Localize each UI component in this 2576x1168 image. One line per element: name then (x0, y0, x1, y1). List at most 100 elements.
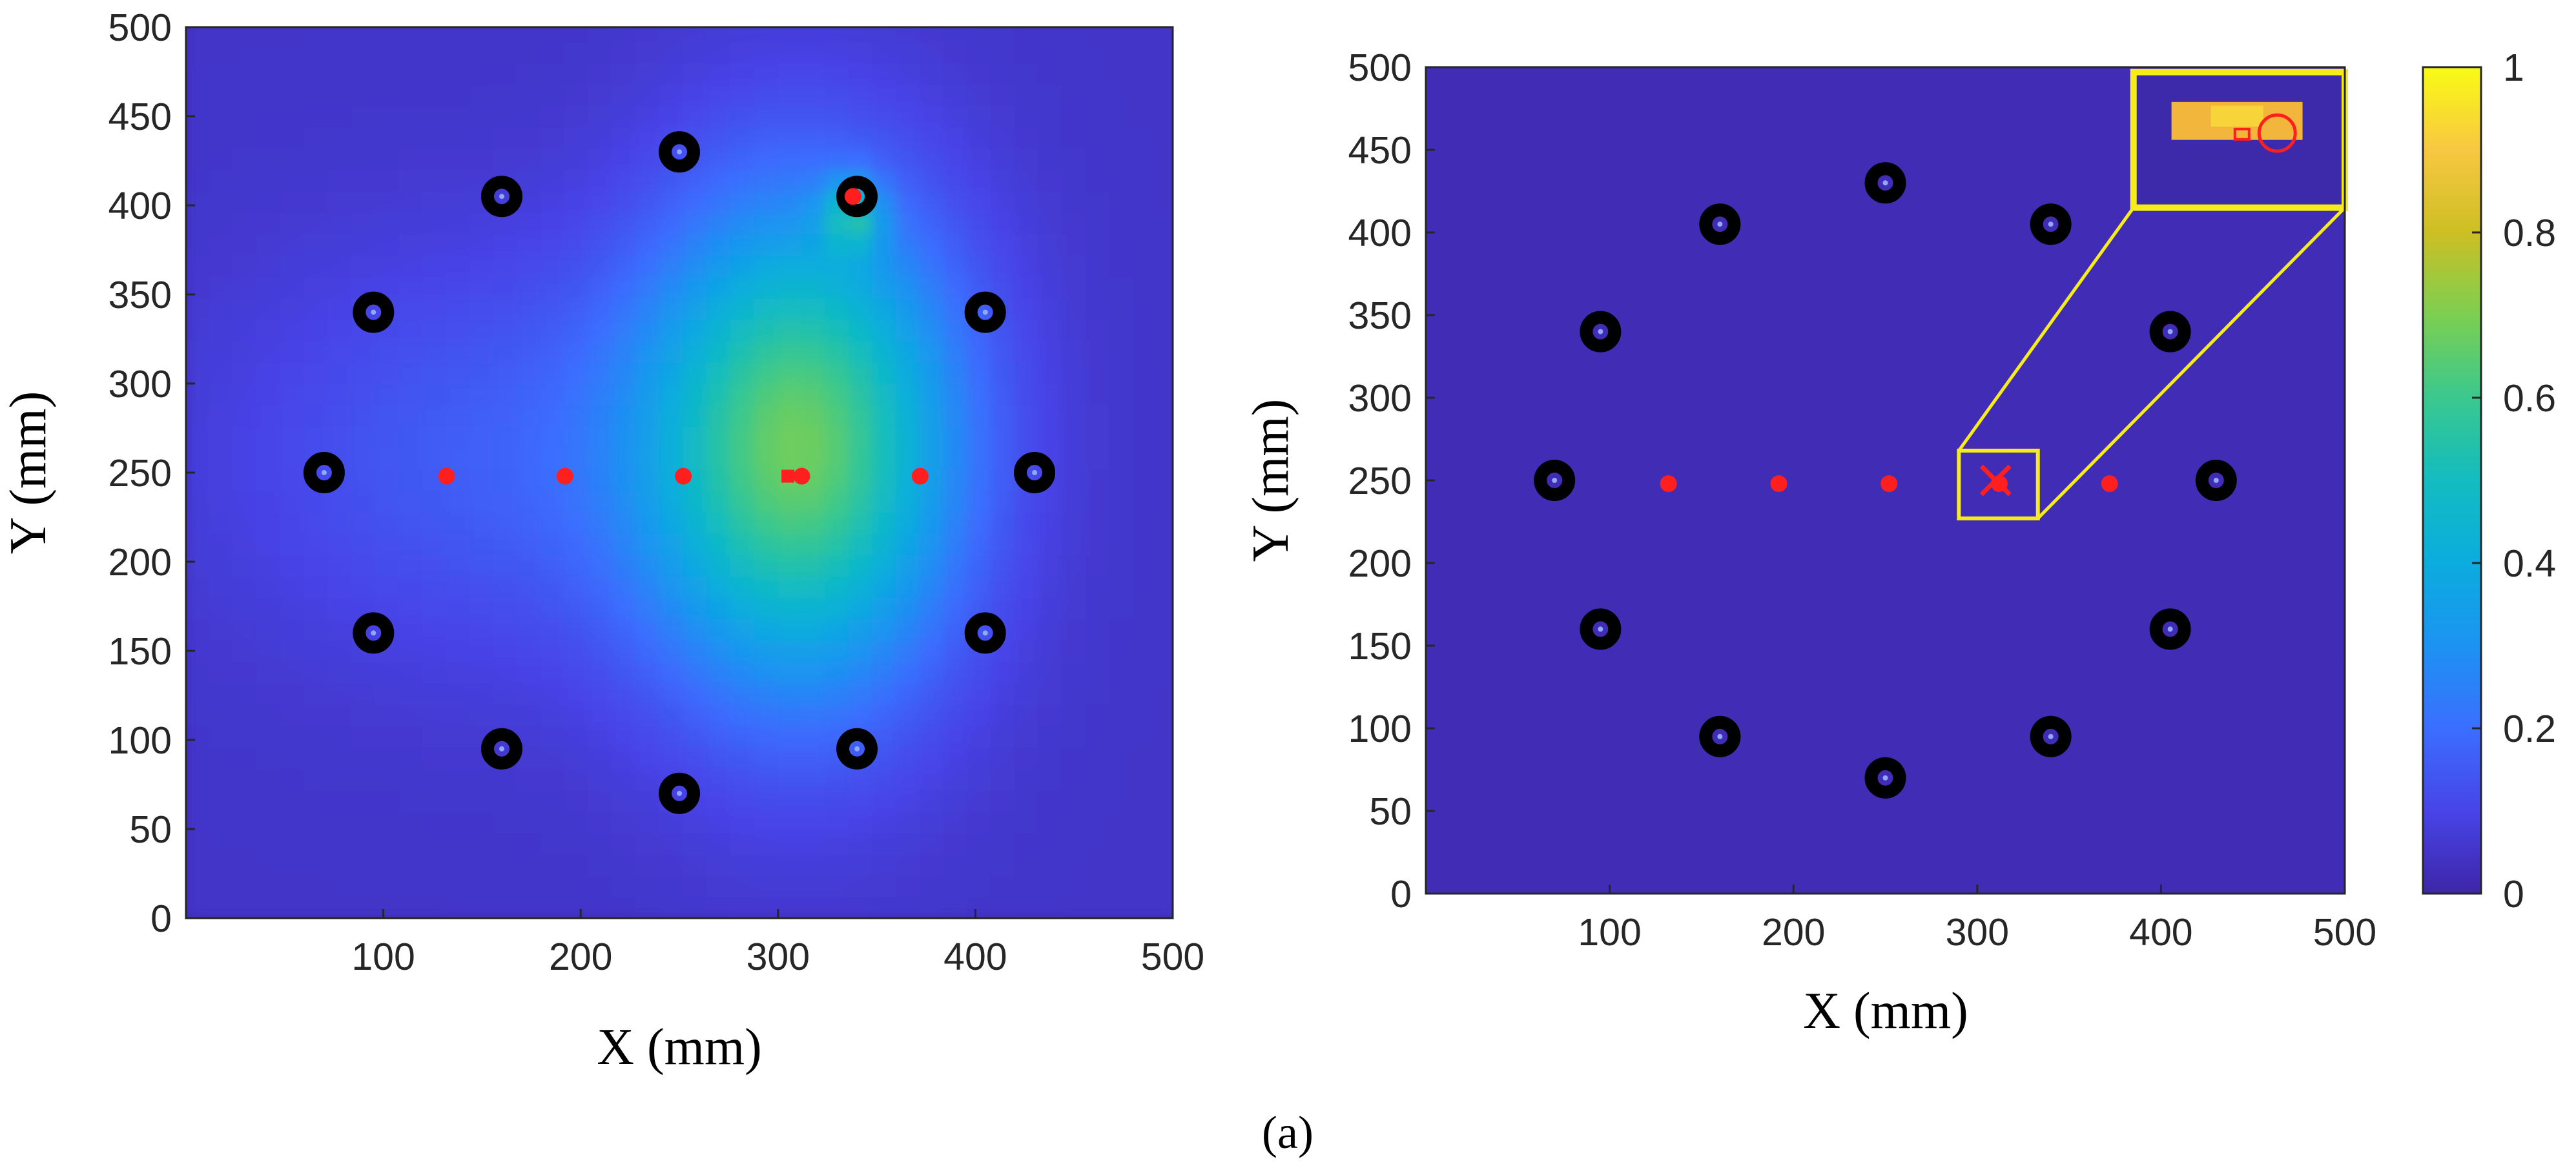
heatmap-cell (825, 618, 850, 641)
heatmap-cell (1109, 83, 1134, 107)
heatmap-cell (1132, 575, 1158, 599)
heatmap-cell (848, 789, 874, 812)
heatmap-cell (398, 276, 424, 299)
heatmap-cell (612, 212, 637, 235)
heatmap-cell (754, 425, 779, 449)
heatmap-cell (801, 383, 827, 406)
heatmap-cell (375, 62, 400, 85)
heatmap-cell (730, 147, 756, 170)
heatmap-cell (1156, 618, 1173, 641)
heatmap-cell (1085, 361, 1111, 384)
heatmap-cell (1156, 661, 1173, 684)
heatmap-cell (422, 553, 448, 577)
heatmap-cell (896, 746, 921, 770)
heatmap-cell (706, 853, 732, 876)
heatmap-cell (1609, 562, 1647, 597)
heatmap-cell (706, 597, 732, 620)
heatmap-cell (943, 147, 969, 170)
heatmap-cell (2271, 728, 2309, 763)
heatmap-cell (1132, 233, 1158, 256)
heatmap-cell (232, 212, 258, 235)
sensor-center (2048, 733, 2054, 739)
heatmap-cell (659, 832, 685, 855)
heatmap-cell (777, 147, 803, 170)
heatmap-cell (1939, 132, 1978, 167)
heatmap-cell (327, 768, 353, 791)
y-tick-label: 350 (108, 274, 172, 316)
heatmap-cell (825, 832, 850, 855)
heatmap-cell (612, 618, 637, 641)
heatmap-cell (943, 254, 969, 278)
heatmap-cell (541, 147, 566, 170)
heatmap-cell (1645, 430, 1684, 465)
heatmap-cell (327, 62, 353, 85)
heatmap-cell (801, 276, 827, 299)
heatmap-cell (1756, 198, 1795, 233)
heatmap-cell (1132, 276, 1158, 299)
heatmap-cell (327, 746, 353, 770)
heatmap-cell (209, 404, 234, 427)
heatmap-cell (683, 896, 708, 918)
heatmap-cell (706, 27, 732, 43)
heatmap-cell (848, 41, 874, 64)
heatmap-cell (493, 703, 519, 726)
heatmap-cell (730, 768, 756, 791)
sensor-center (982, 309, 988, 315)
heatmap-cell (1461, 198, 1500, 233)
heatmap-cell (446, 489, 471, 513)
heatmap-cell (777, 169, 803, 192)
heatmap-cell (1085, 553, 1111, 577)
heatmap-cell (1939, 859, 1978, 894)
heatmap-cell (1109, 618, 1134, 641)
heatmap-cell (256, 190, 282, 214)
heatmap-cell (754, 896, 779, 918)
heatmap-cell (1756, 728, 1795, 763)
heatmap-cell (1156, 41, 1173, 64)
heatmap-cell (541, 276, 566, 299)
heatmap-cell (754, 810, 779, 834)
heatmap-cell (967, 768, 992, 791)
heatmap-cell (612, 661, 637, 684)
heatmap-cell (446, 768, 471, 791)
heatmap-cell (848, 853, 874, 876)
heatmap-cell (446, 724, 471, 748)
heatmap-cell (777, 276, 803, 299)
heatmap-cell (612, 532, 637, 555)
heatmap-cell (1014, 190, 1040, 214)
heatmap-cell (517, 62, 542, 85)
sensor-center (1882, 775, 1888, 781)
test-point (2101, 475, 2118, 493)
heatmap-cell (2050, 132, 2088, 167)
heatmap-cell (612, 425, 637, 449)
heatmap-cell (2123, 761, 2162, 795)
heatmap-cell (1976, 661, 2015, 696)
test-point (1660, 475, 1677, 493)
heatmap-cell (232, 618, 258, 641)
heatmap-cell (1038, 62, 1063, 85)
heatmap-cell (1535, 826, 1574, 861)
heatmap-cell (683, 553, 708, 577)
heatmap-cell (1829, 496, 1868, 531)
heatmap-cell (186, 789, 211, 812)
heatmap-cell (730, 724, 756, 748)
heatmap-cell (1038, 105, 1063, 128)
heatmap-cell (256, 105, 282, 128)
heatmap-cell (469, 489, 495, 513)
heatmap-cell (706, 468, 732, 491)
heatmap-cell (1132, 62, 1158, 85)
heatmap-cell (1132, 147, 1158, 170)
heatmap-cell (232, 447, 258, 470)
heatmap-cell (327, 874, 353, 897)
heatmap-cell (232, 169, 258, 192)
heatmap-cell (1085, 340, 1111, 363)
heatmap-cell (754, 361, 779, 384)
heatmap-cell (209, 511, 234, 534)
heatmap-cell (564, 169, 590, 192)
heatmap-cell (541, 361, 566, 384)
heatmap-cell (659, 361, 685, 384)
heatmap-cell (280, 597, 305, 620)
heatmap-cell (967, 489, 992, 513)
sensor-marker (659, 772, 700, 814)
heatmap-cell (351, 832, 376, 855)
heatmap-cell (896, 703, 921, 726)
